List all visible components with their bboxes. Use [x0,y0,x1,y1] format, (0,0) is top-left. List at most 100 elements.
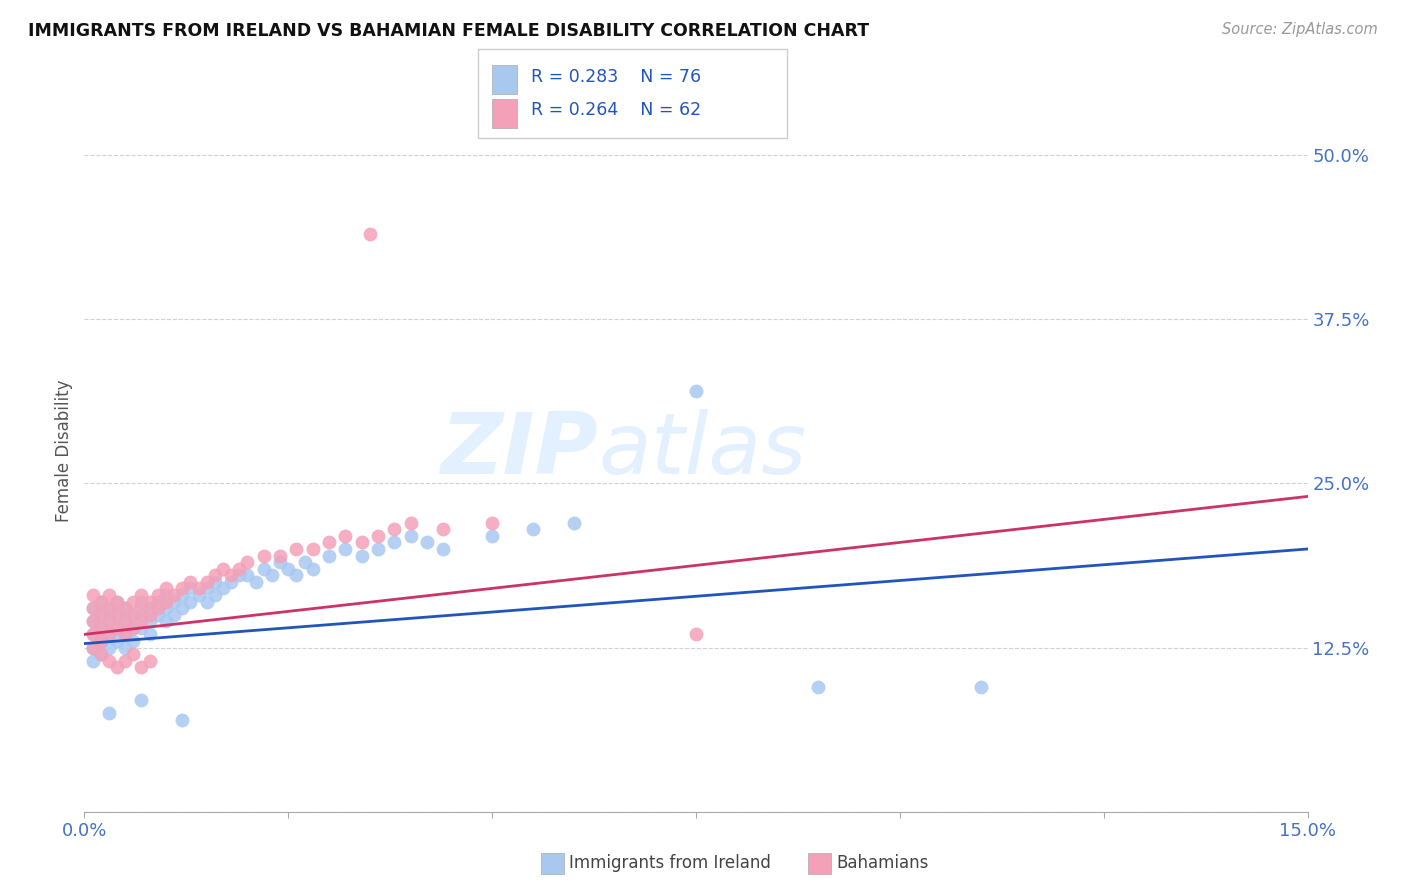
Point [367,529,389,543]
Point [90,607,112,622]
Point [97,601,120,615]
Point [138,594,160,608]
Point [82,614,104,628]
Point [359,227,381,241]
Point [131,607,153,622]
Point [172,582,194,596]
Point [105,594,128,608]
Point [301,562,323,576]
Text: IMMIGRANTS FROM IRELAND VS BAHAMIAN FEMALE DISABILITY CORRELATION CHART: IMMIGRANTS FROM IRELAND VS BAHAMIAN FEMA… [28,22,869,40]
Point [114,614,136,628]
Point [90,621,112,635]
Text: R = 0.264    N = 62: R = 0.264 N = 62 [531,102,702,120]
Point [97,588,120,602]
Point [90,594,112,608]
Point [195,594,218,608]
Point [195,582,218,596]
Point [97,640,120,655]
Point [90,647,112,661]
Point [481,516,503,530]
Point [114,614,136,628]
Point [97,706,120,721]
Point [219,568,242,582]
Point [685,627,707,641]
Text: ZIP: ZIP [440,409,598,492]
Point [269,555,291,569]
Point [260,568,283,582]
Point [138,654,160,668]
Point [277,562,299,576]
Point [155,614,177,628]
Y-axis label: Female Disability: Female Disability [55,379,73,522]
Point [245,574,267,589]
Point [122,594,145,608]
Point [318,549,340,563]
Point [155,588,177,602]
Point [204,568,226,582]
Point [335,541,357,556]
Point [187,588,209,602]
Point [90,607,112,622]
Point [90,647,112,661]
Point [163,607,186,622]
Point [131,588,153,602]
Point [399,529,422,543]
Point [122,621,145,635]
Point [105,634,128,648]
Point [114,627,136,641]
Point [236,568,259,582]
Point [97,654,120,668]
Point [155,594,177,608]
Point [82,654,104,668]
Point [82,601,104,615]
Point [97,614,120,628]
Point [97,627,120,641]
Text: Source: ZipAtlas.com: Source: ZipAtlas.com [1222,22,1378,37]
Point [432,541,454,556]
Point [219,574,242,589]
Point [114,601,136,615]
Point [294,555,316,569]
Point [138,607,160,622]
Point [318,535,340,549]
Point [122,621,145,635]
Point [138,627,160,641]
Text: Immigrants from Ireland: Immigrants from Ireland [569,855,772,872]
Point [82,640,104,655]
Point [122,607,145,622]
Point [114,601,136,615]
Point [114,640,136,655]
Point [212,582,235,596]
Point [97,627,120,641]
Point [228,562,250,576]
Point [970,680,993,694]
Point [138,601,160,615]
Point [399,516,422,530]
Point [301,541,323,556]
Point [131,621,153,635]
Point [114,627,136,641]
Point [146,588,169,602]
Point [105,594,128,608]
Point [105,660,128,674]
Point [82,627,104,641]
Point [82,614,104,628]
Point [172,713,194,727]
Point [416,535,439,549]
Point [204,588,226,602]
Point [82,640,104,655]
Point [204,574,226,589]
Point [114,654,136,668]
Point [212,562,235,576]
Point [269,549,291,563]
Point [172,601,194,615]
Point [146,607,169,622]
Point [90,594,112,608]
Point [138,614,160,628]
Point [253,549,276,563]
Point [146,594,169,608]
Point [163,588,186,602]
Point [481,529,503,543]
Point [685,384,707,399]
Point [82,588,104,602]
